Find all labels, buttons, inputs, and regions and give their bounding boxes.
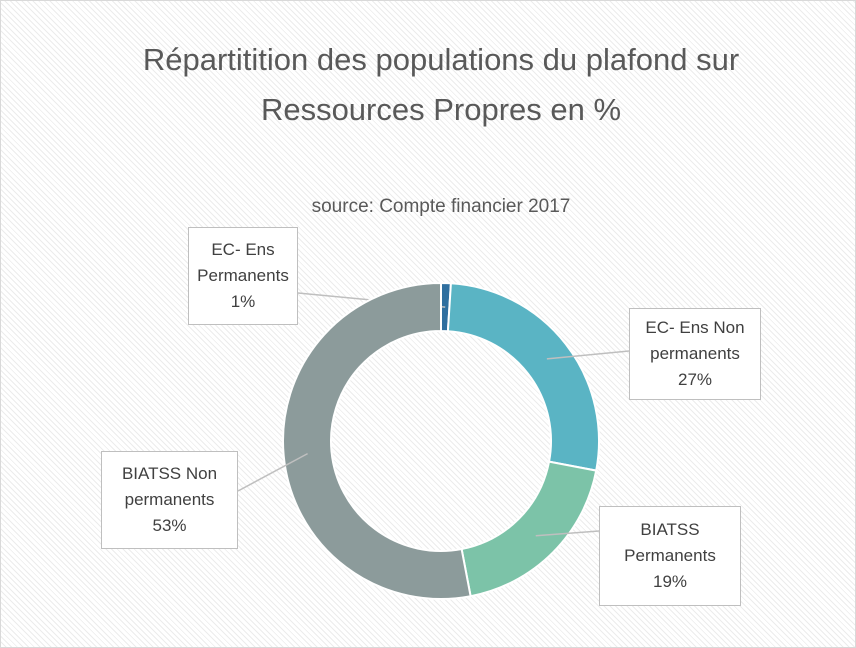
value-label: 1% (230, 292, 256, 311)
category-label: BIATSS Permanents (624, 520, 716, 565)
donut-segment (281, 281, 472, 600)
donut-segment (460, 460, 598, 598)
category-label: EC- Ens Permanents (197, 240, 289, 285)
category-label: EC- Ens Non permanents (645, 318, 745, 363)
category-label: BIATSS Non permanents (121, 464, 218, 509)
chart-subtitle: source: Compte financier 2017 (311, 196, 571, 217)
data-label: BIATSS Permanents 19% (599, 506, 741, 606)
leader-line (546, 350, 630, 360)
data-label: EC- Ens Non permanents 27% (629, 308, 761, 400)
value-label: 27% (677, 370, 713, 389)
leader-line (237, 452, 308, 492)
donut-segment (446, 282, 600, 472)
chart-title: Répartitition des populations du plafond… (142, 42, 740, 127)
value-label: 19% (652, 572, 688, 591)
data-label: EC- Ens Permanents 1% (188, 227, 298, 325)
value-label: 53% (152, 516, 187, 535)
data-label: BIATSS Non permanents 53% (101, 451, 238, 549)
leader-line (535, 530, 600, 537)
